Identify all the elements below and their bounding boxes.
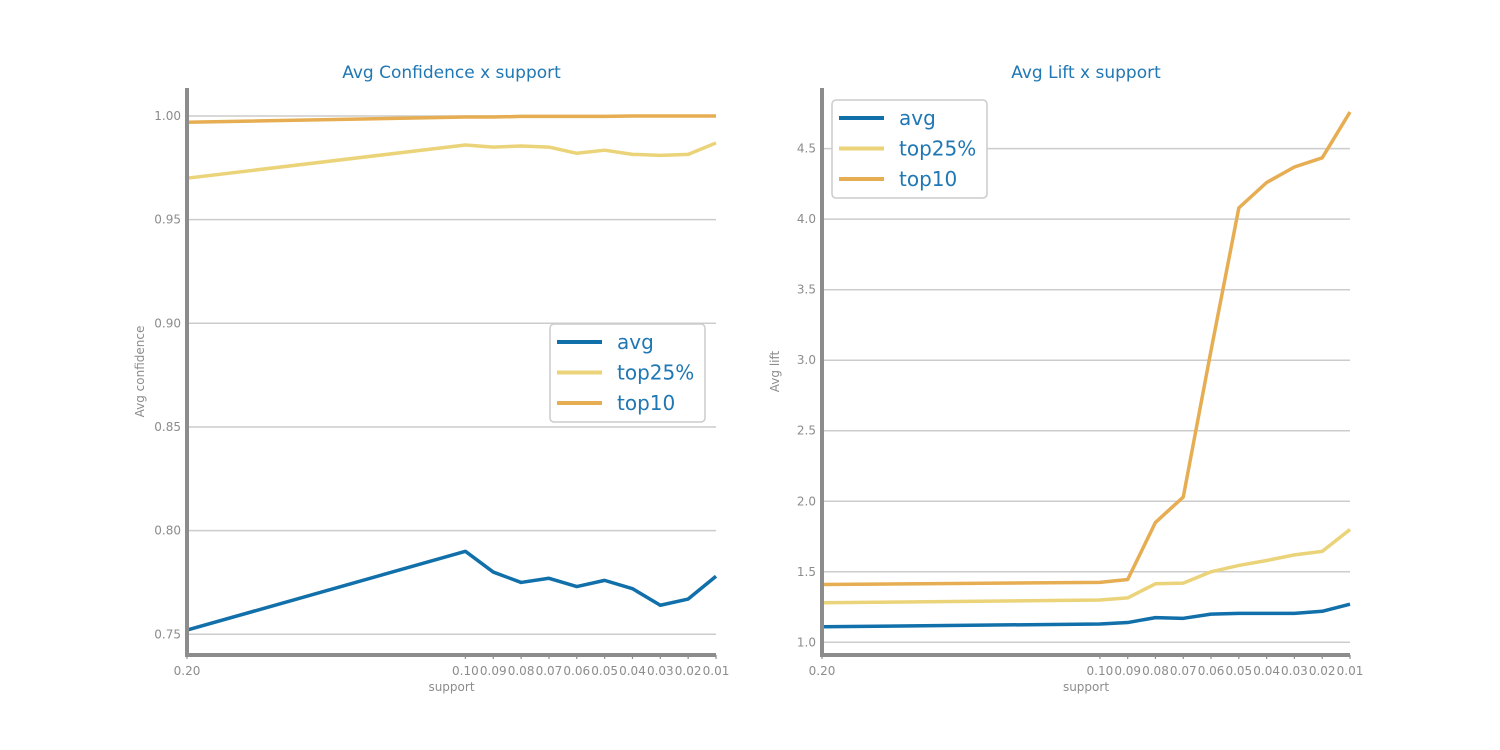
y-tick-label: 0.95 xyxy=(154,213,181,227)
legend-label-top25%: top25% xyxy=(617,361,694,385)
legend-label-top10: top10 xyxy=(899,167,957,191)
series-line-avg xyxy=(186,549,718,632)
y-tick-label: 1.0 xyxy=(797,635,816,649)
x-tick-label: 0.20 xyxy=(174,664,201,678)
x-tick-label: 0.05 xyxy=(591,664,618,678)
chart-panel-1: 0.75 0.80 0.85 0.90 0.95 1.00 0.20 0.10 0.09 0.08… xyxy=(133,63,729,694)
x-tick-label: 0.06 xyxy=(1198,664,1225,678)
y-tick-label: 2.5 xyxy=(797,424,816,438)
series-line-top10 xyxy=(821,111,1352,587)
y-tick-label: 4.5 xyxy=(797,142,816,156)
y-tick-label: 3.0 xyxy=(797,353,816,367)
legend-label-avg: avg xyxy=(617,330,654,354)
x-tick-label: 0.07 xyxy=(1170,664,1197,678)
y-tick-label: 2.0 xyxy=(797,494,816,508)
x-tick-label: 0.10 xyxy=(1087,664,1114,678)
x-tick-label: 0.02 xyxy=(1309,664,1336,678)
y-tick-label: 4.0 xyxy=(797,212,816,226)
legend-box xyxy=(549,323,706,423)
x-tick-label: 0.04 xyxy=(1253,664,1280,678)
series-line-top10 xyxy=(186,114,716,124)
x-tick-label: 0.07 xyxy=(536,664,563,678)
x-tick-label: 0.20 xyxy=(809,664,836,678)
x-tick-label: 0.01 xyxy=(703,664,730,678)
x-tick-label: 0.05 xyxy=(1225,664,1252,678)
y-axis-label: Avg confidence xyxy=(133,326,147,418)
x-tick-label: 0.06 xyxy=(563,664,590,678)
x-tick-label: 0.08 xyxy=(508,664,535,678)
x-tick-label: 0.10 xyxy=(452,664,479,678)
x-tick-label: 0.09 xyxy=(480,664,507,678)
series-line-top25% xyxy=(186,141,717,180)
y-tick-label: 1.00 xyxy=(154,109,181,123)
legend-label-avg: avg xyxy=(899,106,936,130)
chart-title: Avg Confidence x support xyxy=(342,63,561,83)
x-tick-label: 0.03 xyxy=(647,664,674,678)
y-tick-label: 3.5 xyxy=(797,283,816,297)
y-tick-label: 0.80 xyxy=(154,524,181,538)
y-tick-label: 1.5 xyxy=(797,565,816,579)
legend-box xyxy=(831,99,988,199)
y-tick-label: 0.90 xyxy=(154,316,181,330)
chart-panel-2: 1.0 1.5 2.0 2.5 3.0 3.5 4.0 4.5 0.20 0.10 0.09 0.08… xyxy=(768,63,1363,694)
legend-label-top10: top10 xyxy=(617,391,675,415)
y-tick-label: 0.85 xyxy=(154,420,181,434)
x-axis-label: support xyxy=(428,680,474,694)
x-tick-label: 0.09 xyxy=(1114,664,1141,678)
chart-title: Avg Lift x support xyxy=(1011,63,1161,83)
x-tick-label: 0.04 xyxy=(619,664,646,678)
series-line-avg xyxy=(821,602,1351,629)
x-tick-label: 0.08 xyxy=(1142,664,1169,678)
series-line-top25% xyxy=(821,528,1352,605)
y-axis-label: Avg lift xyxy=(768,350,782,392)
x-tick-label: 0.03 xyxy=(1281,664,1308,678)
legend-label-top25%: top25% xyxy=(899,137,976,161)
x-tick-label: 0.01 xyxy=(1337,664,1364,678)
x-tick-label: 0.02 xyxy=(675,664,702,678)
y-tick-label: 0.75 xyxy=(154,627,181,641)
legend: avg top25% top10 xyxy=(549,323,706,423)
x-axis-label: support xyxy=(1063,680,1109,694)
legend: avg top25% top10 xyxy=(831,99,988,199)
